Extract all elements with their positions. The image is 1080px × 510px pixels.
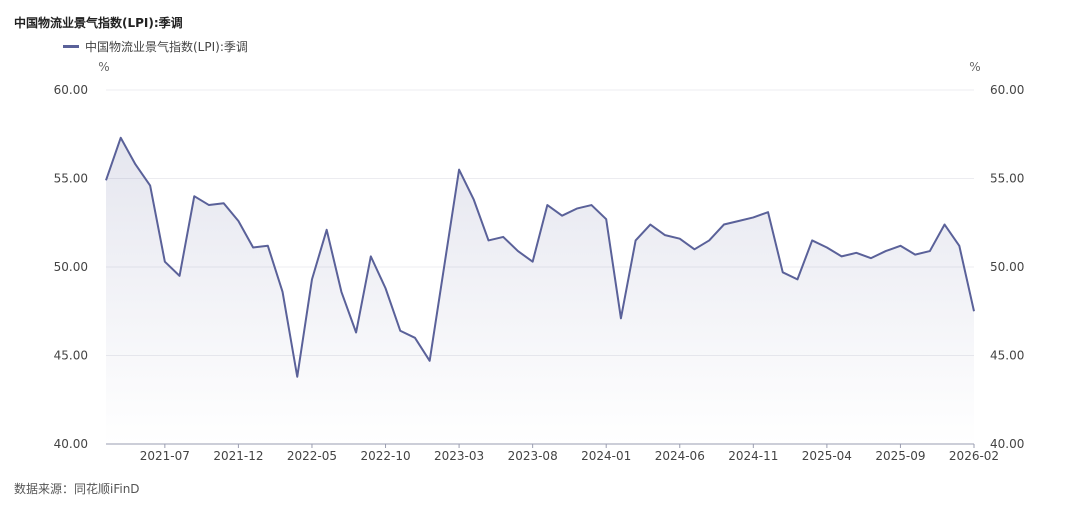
data-point <box>898 243 903 248</box>
data-point <box>707 238 712 243</box>
series-area-fill <box>106 137 974 445</box>
data-point <box>545 203 550 208</box>
data-point <box>854 250 859 255</box>
data-source-note: 数据来源：同花顺iFinD <box>14 482 140 496</box>
data-point <box>663 233 668 238</box>
x-tick-label: 2021-12 <box>213 449 263 463</box>
data-point <box>412 335 417 340</box>
data-point <box>501 234 506 239</box>
data-point <box>354 330 359 335</box>
x-tick-label: 2025-09 <box>875 449 925 463</box>
data-point <box>236 218 241 223</box>
x-tick-label: 2022-05 <box>287 449 337 463</box>
data-point <box>810 238 815 243</box>
data-point <box>104 178 109 183</box>
data-point <box>457 167 462 172</box>
data-point <box>133 162 138 167</box>
data-point <box>972 309 977 314</box>
data-point <box>633 238 638 243</box>
legend[interactable]: 中国物流业景气指数(LPI):季调 <box>63 38 248 55</box>
data-point <box>177 273 182 278</box>
data-point <box>795 277 800 282</box>
y-unit-left: % <box>98 60 109 74</box>
data-point <box>368 254 373 259</box>
data-point <box>913 252 918 257</box>
x-tick-label: 2025-04 <box>802 449 852 463</box>
data-point <box>148 183 153 188</box>
data-point <box>824 245 829 250</box>
data-point <box>162 259 167 264</box>
data-point <box>251 245 256 250</box>
y-tick-label-left: 50.00 <box>54 260 88 274</box>
data-point <box>736 218 741 223</box>
data-point <box>839 254 844 259</box>
data-point <box>883 249 888 254</box>
x-tick-label: 2024-01 <box>581 449 631 463</box>
data-point <box>221 201 226 206</box>
data-point <box>604 217 609 222</box>
data-point <box>398 328 403 333</box>
legend-label: 中国物流业景气指数(LPI):季调 <box>85 40 248 54</box>
x-tick-label: 2021-07 <box>140 449 190 463</box>
data-point <box>721 222 726 227</box>
x-tick-label: 2024-11 <box>728 449 778 463</box>
data-point <box>692 247 697 252</box>
data-point <box>471 197 476 202</box>
data-point <box>618 316 623 321</box>
y-tick-label-left: 40.00 <box>54 437 88 451</box>
y-unit-right: % <box>969 60 980 74</box>
data-point <box>780 270 785 275</box>
data-point <box>295 374 300 379</box>
data-point <box>324 227 329 232</box>
data-point <box>869 256 874 261</box>
data-point <box>383 286 388 291</box>
data-point <box>560 213 565 218</box>
data-point <box>339 289 344 294</box>
series-line-lpi <box>105 136 975 378</box>
y-tick-label-right: 40.00 <box>990 437 1024 451</box>
data-point <box>957 243 962 248</box>
y-tick-label-left: 45.00 <box>54 349 88 363</box>
x-tick-label: 2023-08 <box>508 449 558 463</box>
x-tick-label: 2024-06 <box>655 449 705 463</box>
data-point <box>589 203 594 208</box>
data-point <box>515 249 520 254</box>
data-point <box>118 135 123 140</box>
data-point <box>427 358 432 363</box>
data-point <box>265 243 270 248</box>
data-point <box>280 289 285 294</box>
y-tick-label-left: 60.00 <box>54 83 88 97</box>
data-point <box>486 238 491 243</box>
legend-line-swatch <box>63 45 79 48</box>
data-point <box>927 249 932 254</box>
y-tick-label-right: 45.00 <box>990 349 1024 363</box>
data-point <box>677 236 682 241</box>
data-point <box>574 206 579 211</box>
data-point <box>648 222 653 227</box>
y-tick-label-right: 55.00 <box>990 172 1024 186</box>
y-tick-label-left: 55.00 <box>54 172 88 186</box>
data-point <box>942 222 947 227</box>
data-point <box>309 277 314 282</box>
x-tick-label: 2022-10 <box>360 449 410 463</box>
chart-title: 中国物流业景气指数(LPI):季调 <box>14 16 183 30</box>
data-point <box>766 210 771 215</box>
data-point <box>442 263 447 268</box>
data-point <box>751 215 756 220</box>
data-point <box>206 203 211 208</box>
data-point <box>192 194 197 199</box>
x-tick-label: 2026-02 <box>949 449 999 463</box>
y-tick-label-right: 60.00 <box>990 83 1024 97</box>
y-tick-label-right: 50.00 <box>990 260 1024 274</box>
data-point <box>530 259 535 264</box>
x-tick-label: 2023-03 <box>434 449 484 463</box>
